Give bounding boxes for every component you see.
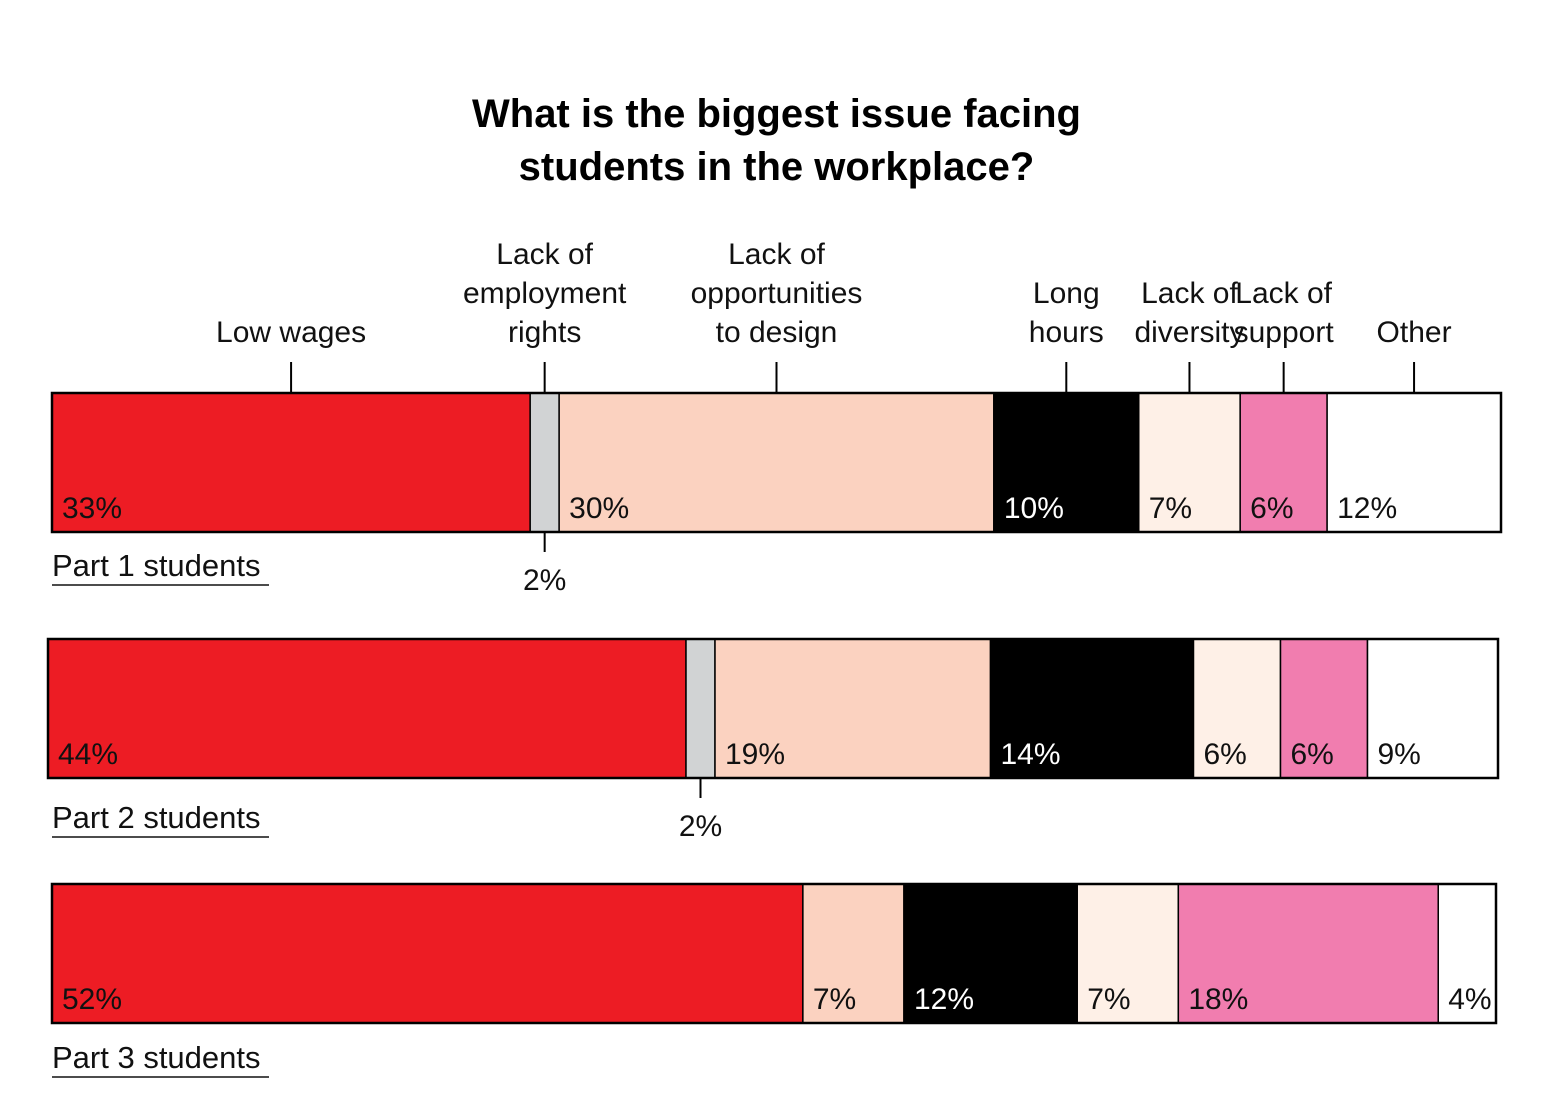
value-label: 2%: [679, 810, 722, 843]
bar-segment: [1279, 638, 1369, 779]
category-label: opportunities: [691, 277, 863, 310]
category-label: Lack of: [1141, 277, 1238, 310]
value-label: 12%: [1337, 492, 1397, 525]
category-label: hours: [1029, 316, 1104, 349]
series-label: Part 2 students: [52, 800, 261, 835]
value-label: 30%: [569, 492, 629, 525]
value-label: 4%: [1448, 983, 1491, 1016]
category-label: Lack of: [1235, 277, 1332, 310]
value-label: 44%: [58, 738, 118, 771]
bar-segment: [685, 638, 716, 779]
value-label: 6%: [1204, 738, 1247, 771]
bar-segment: [714, 638, 992, 779]
category-label: Low wages: [216, 316, 366, 349]
category-label: rights: [508, 316, 581, 349]
category-label: to design: [716, 316, 838, 349]
category-label: Lack of: [496, 238, 593, 271]
value-label: 33%: [62, 492, 122, 525]
value-label: 7%: [813, 983, 856, 1016]
series-label: Part 1 students: [52, 548, 261, 583]
chart-title-line-1: What is the biggest issue facing: [472, 92, 1081, 136]
value-label: 2%: [523, 564, 566, 597]
value-label: 12%: [914, 983, 974, 1016]
bar-segment: [51, 883, 804, 1024]
value-label: 18%: [1188, 983, 1248, 1016]
bar-segment: [1239, 392, 1328, 533]
chart-title: What is the biggest issue facing student…: [0, 88, 1553, 194]
value-label: 19%: [725, 738, 785, 771]
bar-segment: [1326, 392, 1502, 533]
bar-segment: [993, 392, 1140, 533]
value-label: 6%: [1250, 492, 1293, 525]
category-label: employment: [463, 277, 627, 310]
category-label: Long: [1033, 277, 1100, 310]
value-label: 14%: [1001, 738, 1061, 771]
bar-outline: [50, 882, 1498, 1025]
category-label: Lack of: [728, 238, 825, 271]
category-label: diversity: [1134, 316, 1244, 349]
series-label: Part 3 students: [52, 1040, 261, 1075]
value-label: 7%: [1087, 983, 1130, 1016]
bar-outline: [46, 637, 1500, 780]
value-label: 6%: [1291, 738, 1334, 771]
value-label: 10%: [1004, 492, 1064, 525]
category-label: Other: [1377, 316, 1452, 349]
value-label: 9%: [1378, 738, 1421, 771]
bar-segment: [51, 392, 531, 533]
bar-segment: [903, 883, 1078, 1024]
bar-segment: [47, 638, 687, 779]
bar-segment: [989, 638, 1195, 779]
category-label: support: [1234, 316, 1335, 349]
bar-segment: [1177, 883, 1439, 1024]
value-label: 7%: [1149, 492, 1192, 525]
bar-segment: [529, 392, 560, 533]
value-label: 52%: [62, 983, 122, 1016]
bar-segment: [1366, 638, 1499, 779]
bar-segment: [1138, 392, 1241, 533]
chart-title-line-2: students in the workplace?: [518, 145, 1035, 189]
